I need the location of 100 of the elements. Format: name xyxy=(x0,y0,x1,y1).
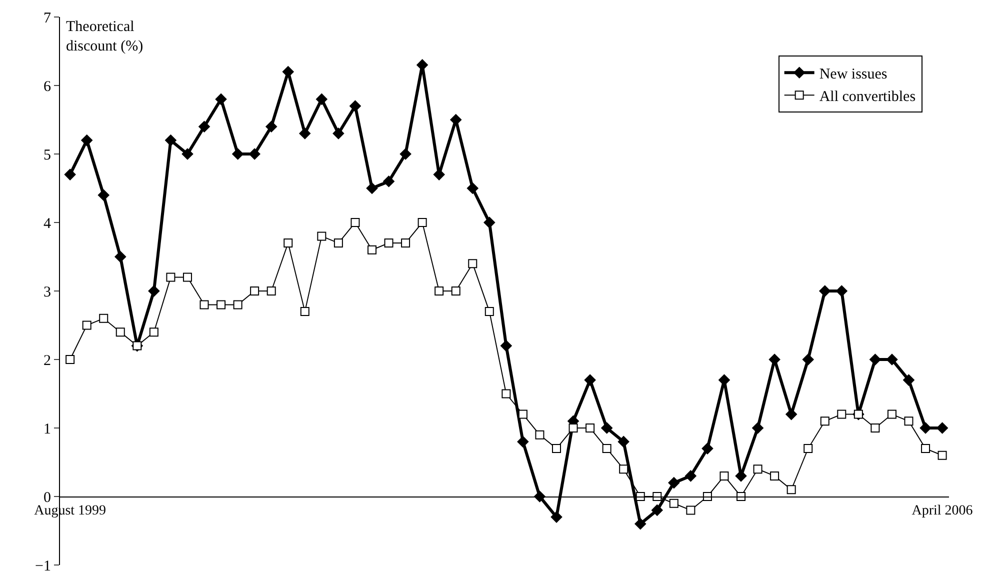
point xyxy=(770,471,780,480)
point xyxy=(552,444,561,454)
point xyxy=(99,314,108,323)
legend-label: New issues xyxy=(819,66,888,82)
point xyxy=(684,470,696,482)
y-tick-label: 2 xyxy=(44,352,51,369)
point xyxy=(266,120,278,132)
point xyxy=(232,148,244,160)
point xyxy=(886,354,898,366)
point xyxy=(584,374,596,386)
point xyxy=(870,424,880,432)
point xyxy=(182,148,194,160)
point xyxy=(149,328,158,337)
y-tick-label: 3 xyxy=(44,284,51,300)
y-axis-title: Theoretical discount (%) xyxy=(66,19,144,54)
point xyxy=(64,168,76,180)
point xyxy=(904,416,914,426)
y-tick-label: 1 xyxy=(44,421,51,438)
point xyxy=(466,182,478,194)
point xyxy=(383,176,394,188)
point xyxy=(702,442,714,454)
point xyxy=(836,285,848,297)
point xyxy=(535,430,544,440)
point xyxy=(250,286,260,296)
y-tick-label: 0 xyxy=(44,490,51,506)
point xyxy=(401,238,410,248)
point xyxy=(887,410,896,419)
point xyxy=(98,189,110,201)
point xyxy=(518,410,528,419)
point xyxy=(668,477,680,488)
point xyxy=(114,251,126,262)
point xyxy=(248,148,260,160)
point xyxy=(450,114,462,126)
point xyxy=(720,471,729,480)
point xyxy=(317,232,326,241)
point xyxy=(686,506,696,515)
point xyxy=(618,436,630,448)
point xyxy=(484,216,496,228)
point xyxy=(500,340,512,352)
y-tick-label: 4 xyxy=(44,216,52,232)
point xyxy=(517,436,529,448)
point xyxy=(601,422,613,434)
point xyxy=(300,307,310,316)
point xyxy=(299,128,311,140)
point xyxy=(165,134,176,146)
point xyxy=(367,245,376,254)
point xyxy=(451,286,460,296)
point xyxy=(837,410,846,419)
point xyxy=(350,218,360,227)
point xyxy=(702,492,712,501)
y-tick-label: −1 xyxy=(35,558,51,574)
point xyxy=(384,238,394,248)
point xyxy=(634,518,646,530)
point xyxy=(619,464,628,474)
point xyxy=(182,272,192,282)
point xyxy=(166,272,176,282)
point xyxy=(332,128,344,140)
point xyxy=(434,286,444,296)
point xyxy=(768,354,780,366)
point xyxy=(366,182,378,194)
point xyxy=(82,320,92,330)
point xyxy=(266,286,276,296)
point xyxy=(502,389,511,398)
point xyxy=(66,355,75,364)
point xyxy=(148,285,160,297)
point xyxy=(568,424,578,432)
point xyxy=(198,120,210,132)
point xyxy=(903,374,914,386)
point xyxy=(920,422,932,434)
point xyxy=(753,464,762,474)
point xyxy=(116,328,125,337)
point xyxy=(786,485,796,494)
point xyxy=(418,218,427,227)
point xyxy=(786,408,798,420)
point xyxy=(602,444,612,454)
point xyxy=(804,444,813,454)
point xyxy=(233,300,242,310)
point xyxy=(316,94,328,105)
point xyxy=(938,450,947,460)
point xyxy=(350,100,361,112)
point xyxy=(200,300,209,310)
x-tick-label: April 2006 xyxy=(912,503,973,518)
point xyxy=(550,511,562,523)
point xyxy=(921,444,930,454)
point xyxy=(468,259,478,268)
point xyxy=(400,148,412,160)
point xyxy=(282,66,294,78)
legend-label: All convertibles xyxy=(819,88,916,105)
point xyxy=(484,307,494,316)
y-tick-label: 7 xyxy=(44,10,52,26)
point xyxy=(802,354,814,366)
point xyxy=(820,416,830,426)
point xyxy=(215,94,227,105)
point xyxy=(819,285,831,297)
point xyxy=(651,504,663,516)
point xyxy=(216,300,226,310)
y-tick-label: 5 xyxy=(44,147,51,164)
point xyxy=(936,422,948,434)
point xyxy=(334,238,343,248)
point xyxy=(586,424,595,432)
